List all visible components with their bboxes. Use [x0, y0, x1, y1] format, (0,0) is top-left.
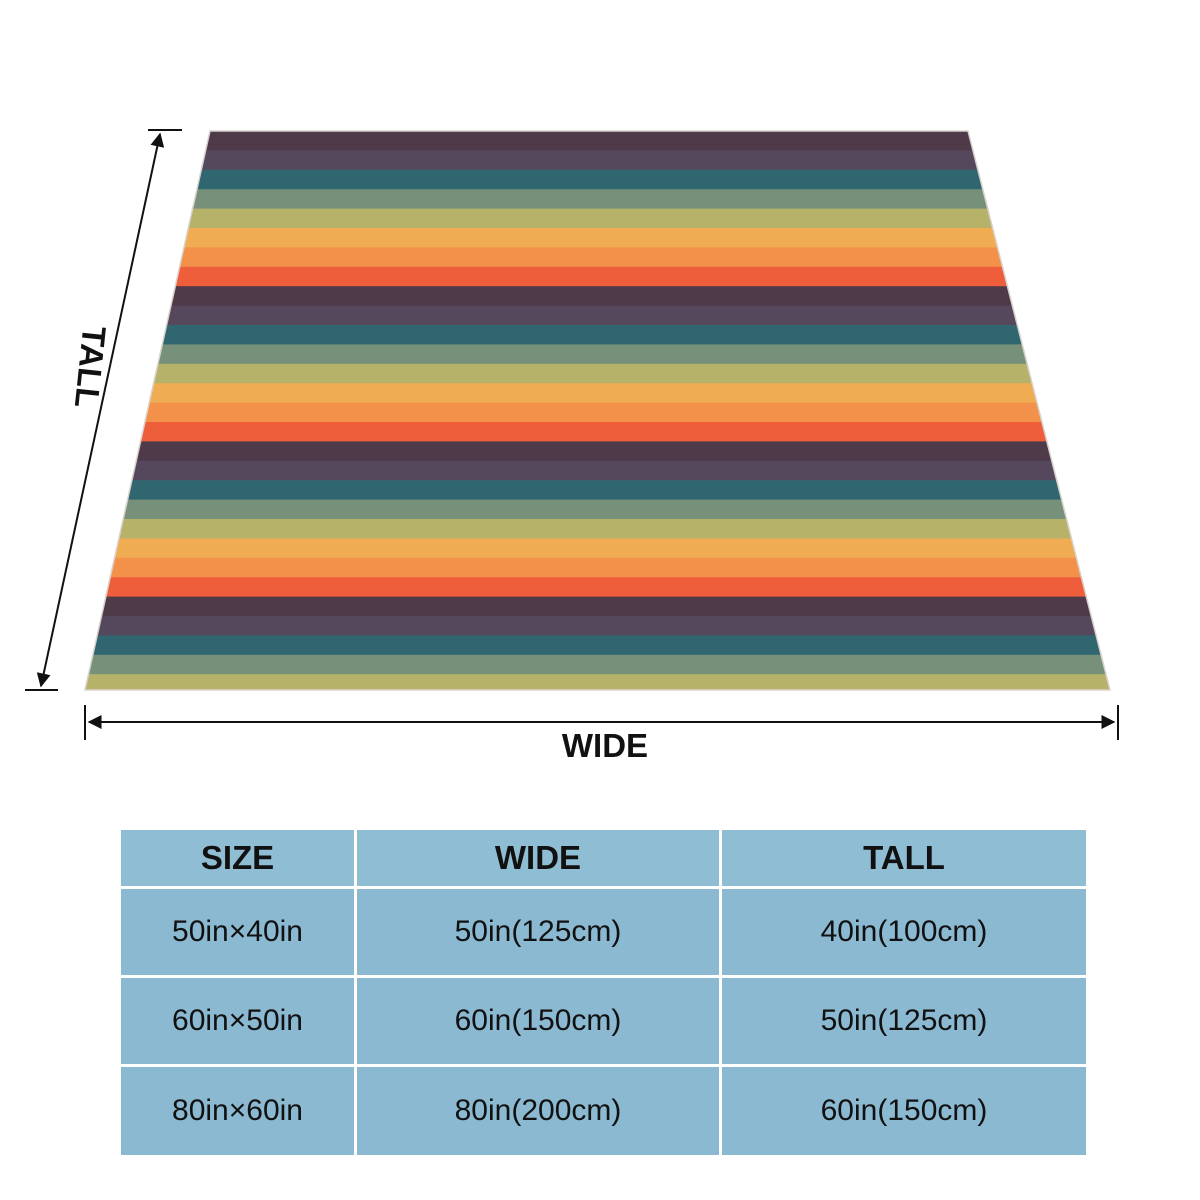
blanket-stripe: [85, 422, 1110, 442]
row1-tall: 40in(100cm): [722, 889, 1086, 975]
blanket-stripe: [85, 596, 1110, 617]
blanket-stripe: [85, 325, 1110, 345]
blanket-stripe: [85, 247, 1110, 268]
blanket-stripe: [85, 131, 1110, 151]
blanket-stripe: [85, 150, 1110, 171]
blanket-stripe: [85, 616, 1110, 636]
header-tall: TALL: [722, 830, 1086, 886]
blanket-stripe: [85, 557, 1110, 578]
blanket-stripe: [85, 538, 1110, 559]
blanket-stripe: [85, 519, 1110, 539]
blanket-stripe: [85, 208, 1110, 229]
size-table: SIZE WIDE TALL 50in×40in 50in(125cm) 40i…: [121, 830, 1086, 1155]
blanket-stripe: [85, 228, 1110, 248]
blanket-stripe: [85, 266, 1110, 287]
row3-wide: 80in(200cm): [357, 1067, 719, 1155]
header-wide: WIDE: [357, 830, 719, 886]
blanket-stripe: [85, 460, 1110, 481]
blanket-stripe: [85, 344, 1110, 365]
blanket-stripe: [85, 635, 1110, 656]
blanket-stripe: [85, 189, 1110, 210]
blanket-stripe: [85, 286, 1110, 307]
wide-label: WIDE: [561, 727, 649, 764]
blanket-stripe: [85, 305, 1110, 326]
blanket-stripe: [85, 383, 1110, 404]
row3-size: 80in×60in: [121, 1067, 354, 1155]
row3-tall: 60in(150cm): [722, 1067, 1086, 1155]
row2-size: 60in×50in: [121, 978, 354, 1064]
blanket-stripe: [85, 577, 1110, 598]
blanket-stripe: [85, 441, 1110, 462]
row2-tall: 50in(125cm): [722, 978, 1086, 1064]
blanket-stripe: [85, 402, 1110, 423]
tall-arrow: [36, 132, 165, 688]
blanket-stripe: [85, 674, 1110, 690]
blanket-stripe: [85, 480, 1110, 501]
row1-size: 50in×40in: [121, 889, 354, 975]
blanket-stripes: [85, 131, 1110, 690]
blanket-stripe: [85, 654, 1110, 675]
blanket-stripe: [85, 363, 1110, 384]
blanket-diagram: [25, 129, 1119, 740]
header-size: SIZE: [121, 830, 354, 886]
blanket-stripe: [85, 499, 1110, 520]
blanket-stripe: [85, 169, 1110, 190]
row1-wide: 50in(125cm): [357, 889, 719, 975]
row2-wide: 60in(150cm): [357, 978, 719, 1064]
